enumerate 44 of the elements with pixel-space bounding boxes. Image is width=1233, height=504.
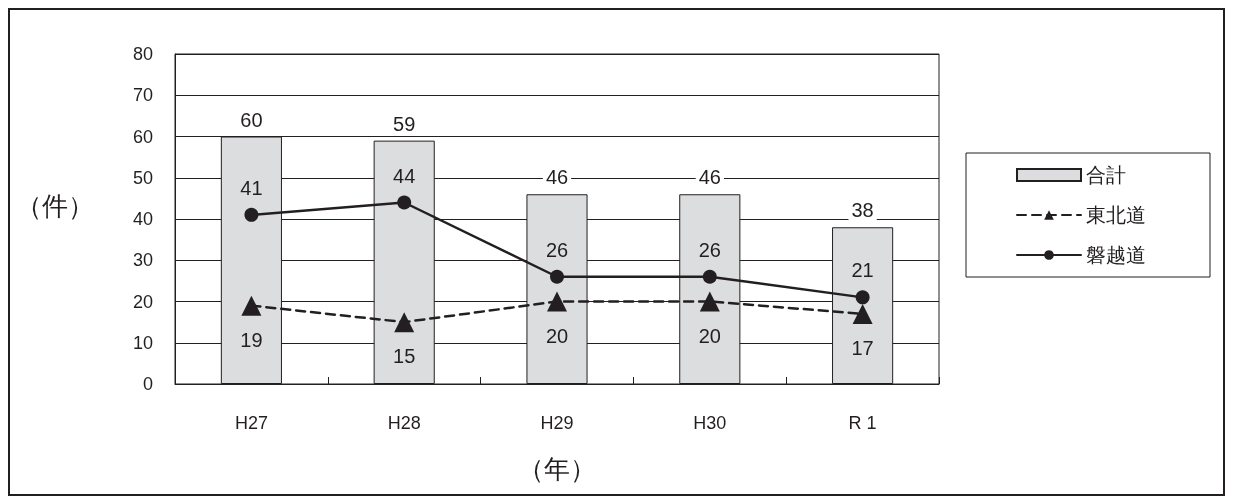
x-tick-label: R 1 [848, 413, 877, 433]
data-label: 19 [240, 328, 263, 351]
y-tick-label: 60 [132, 126, 153, 147]
data-label: 59 [393, 112, 416, 135]
data-label: 46 [545, 166, 569, 189]
y-tick-label: 20 [132, 291, 153, 312]
data-label: 15 [393, 345, 416, 368]
point [547, 291, 567, 312]
y-tick-label: 80 [132, 44, 153, 64]
point [241, 295, 262, 316]
legend-label: 東北道 [1086, 204, 1146, 226]
data-label: 26 [545, 238, 569, 261]
y-axis-title: （件） [16, 191, 94, 221]
point [394, 312, 415, 333]
y-tick-label: 70 [132, 85, 153, 106]
data-label: 17 [851, 336, 874, 359]
data-label: 21 [851, 259, 874, 282]
y-tick-label: 40 [132, 209, 153, 229]
x-axis-title: （年） [518, 454, 596, 484]
data-label: 20 [698, 324, 721, 347]
data-label: 60 [240, 108, 263, 131]
point [550, 269, 564, 284]
data-label: 38 [851, 199, 874, 222]
y-tick-label: 50 [132, 167, 153, 188]
point [397, 195, 412, 210]
x-tick-label: H28 [387, 413, 421, 433]
data-label: 46 [698, 166, 721, 189]
point [702, 269, 717, 284]
y-tick-label: 0 [142, 374, 153, 394]
point [852, 303, 873, 324]
data-label: 26 [698, 238, 721, 261]
point [855, 290, 870, 305]
data-label: 41 [240, 176, 263, 199]
x-tick-label: H29 [540, 413, 574, 433]
data-label: 20 [545, 324, 569, 347]
y-tick-label: 30 [132, 250, 153, 271]
x-tick-label: H30 [693, 413, 727, 433]
x-tick-label: H27 [234, 413, 268, 433]
point [699, 291, 720, 312]
y-tick-label: 10 [132, 332, 153, 353]
point [244, 207, 259, 222]
data-label: 44 [393, 164, 416, 187]
legend-label: 合計 [1086, 164, 1126, 186]
legend-label: 磐越道 [1086, 244, 1146, 266]
